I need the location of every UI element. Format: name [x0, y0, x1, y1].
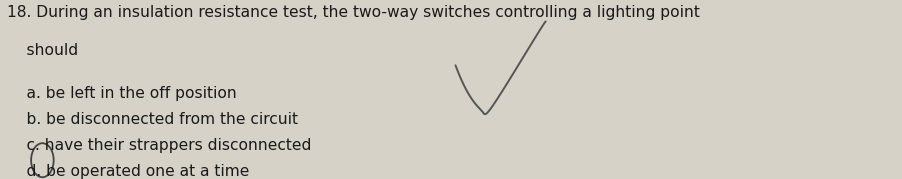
Text: 18. During an insulation resistance test, the two-way switches controlling a lig: 18. During an insulation resistance test… [7, 5, 700, 20]
Text: should: should [7, 43, 78, 58]
Text: d. be operated one at a time: d. be operated one at a time [7, 164, 250, 179]
Text: b. be disconnected from the circuit: b. be disconnected from the circuit [7, 112, 299, 127]
Text: c. have their strappers disconnected: c. have their strappers disconnected [7, 138, 311, 153]
Text: a. be left in the off position: a. be left in the off position [7, 86, 237, 101]
